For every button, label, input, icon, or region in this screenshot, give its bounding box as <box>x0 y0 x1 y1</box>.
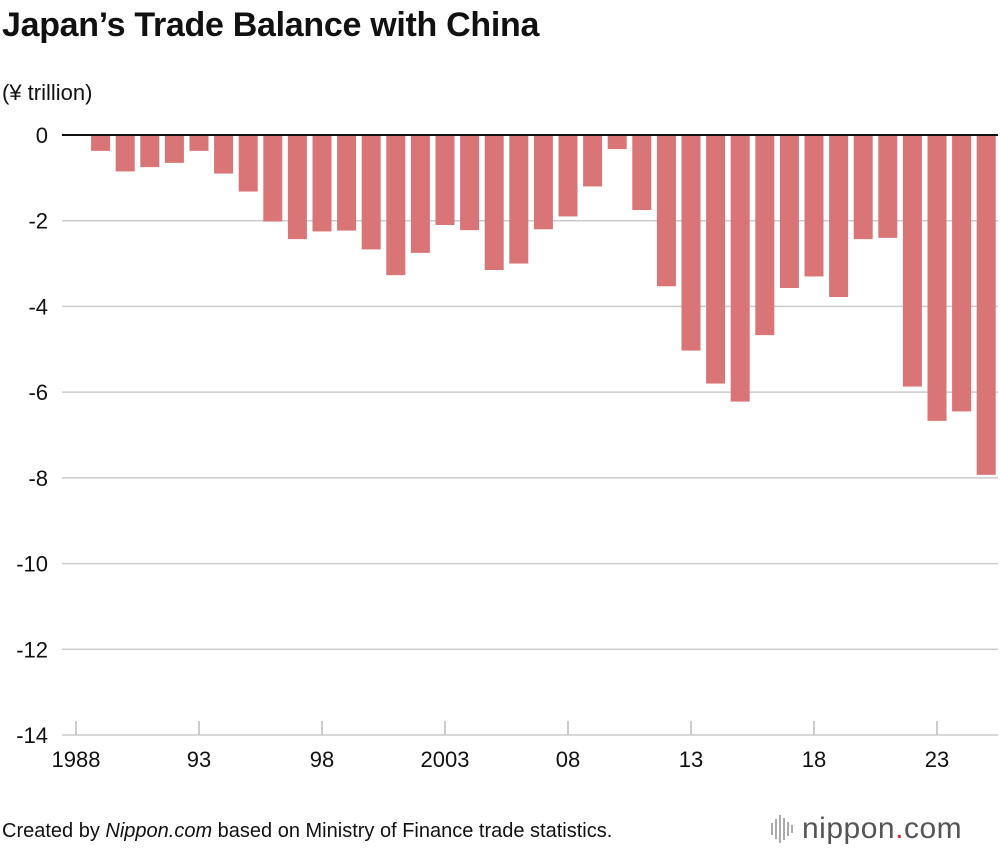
chart-title: Japan’s Trade Balance with China <box>2 6 540 44</box>
bar-2014 <box>706 135 726 384</box>
bar-2006 <box>509 135 529 264</box>
bar-2011 <box>632 135 652 210</box>
bar-1992 <box>164 135 184 163</box>
y-tick-label: -2 <box>28 209 48 234</box>
bar-2008 <box>558 135 578 217</box>
bar-1991 <box>140 135 160 168</box>
logo-tld: com <box>903 812 963 845</box>
bar-2010 <box>607 135 627 150</box>
y-axis-unit-label: (¥ trillion) <box>2 80 93 105</box>
x-tick-label: 98 <box>310 747 334 772</box>
logo-name: nippon <box>802 812 896 845</box>
bar-2005 <box>484 135 504 270</box>
bar-1997 <box>287 135 307 240</box>
bar-1994 <box>214 135 234 174</box>
y-tick-label: -4 <box>28 294 48 319</box>
bar-1990 <box>115 135 135 172</box>
gridlines <box>62 219 998 736</box>
x-tick-label: 23 <box>925 747 949 772</box>
y-tick-label: 0 <box>36 123 48 148</box>
bar-2007 <box>533 135 553 230</box>
bar-2021 <box>878 135 898 238</box>
logo-wordmark: nippon.com <box>802 812 962 846</box>
bar-1995 <box>238 135 258 192</box>
bar-2024 <box>952 135 972 412</box>
bar-2016 <box>755 135 775 336</box>
bar-2018 <box>804 135 824 277</box>
x-tick-label: 13 <box>679 747 703 772</box>
bar-2001 <box>386 135 406 276</box>
x-tick-label: 93 <box>187 747 211 772</box>
bar-2017 <box>779 135 799 288</box>
bars <box>91 135 996 475</box>
source-credit: Created by Nippon.com based on Ministry … <box>2 820 612 843</box>
x-tick-label: 2003 <box>421 747 470 772</box>
y-tick-label: -6 <box>28 380 48 405</box>
y-tick-label: -14 <box>16 723 48 748</box>
y-tick-label: -10 <box>16 552 48 577</box>
bar-2015 <box>730 135 750 402</box>
bar-2000 <box>361 135 381 250</box>
bar-2012 <box>656 135 676 287</box>
bar-1989 <box>91 135 111 151</box>
bar-1999 <box>337 135 357 231</box>
bar-2009 <box>583 135 603 187</box>
credit-brand: Nippon.com <box>105 820 213 842</box>
bar-1998 <box>312 135 332 232</box>
bar-2013 <box>681 135 701 351</box>
x-tick-label: 08 <box>556 747 580 772</box>
credit-suffix: based on Ministry of Finance trade stati… <box>212 820 613 842</box>
bar-2019 <box>829 135 849 297</box>
bar-2003 <box>435 135 455 225</box>
y-tick-label: -8 <box>28 466 48 491</box>
bar-2025 <box>976 135 996 475</box>
y-tick-label: -12 <box>16 637 48 662</box>
x-tick-label: 1988 <box>52 747 101 772</box>
credit-prefix: Created by <box>2 820 106 842</box>
nippon-logo: nippon.com <box>770 812 962 846</box>
bar-1993 <box>189 135 209 151</box>
x-tick-label: 18 <box>802 747 826 772</box>
bar-2022 <box>902 135 922 387</box>
bar-2002 <box>410 135 430 253</box>
logo-dot: . <box>895 812 904 845</box>
sound-wave-icon <box>771 815 793 843</box>
bar-2023 <box>927 135 947 421</box>
bar-1996 <box>263 135 283 222</box>
bar-2004 <box>460 135 480 231</box>
bar-2020 <box>853 135 873 240</box>
